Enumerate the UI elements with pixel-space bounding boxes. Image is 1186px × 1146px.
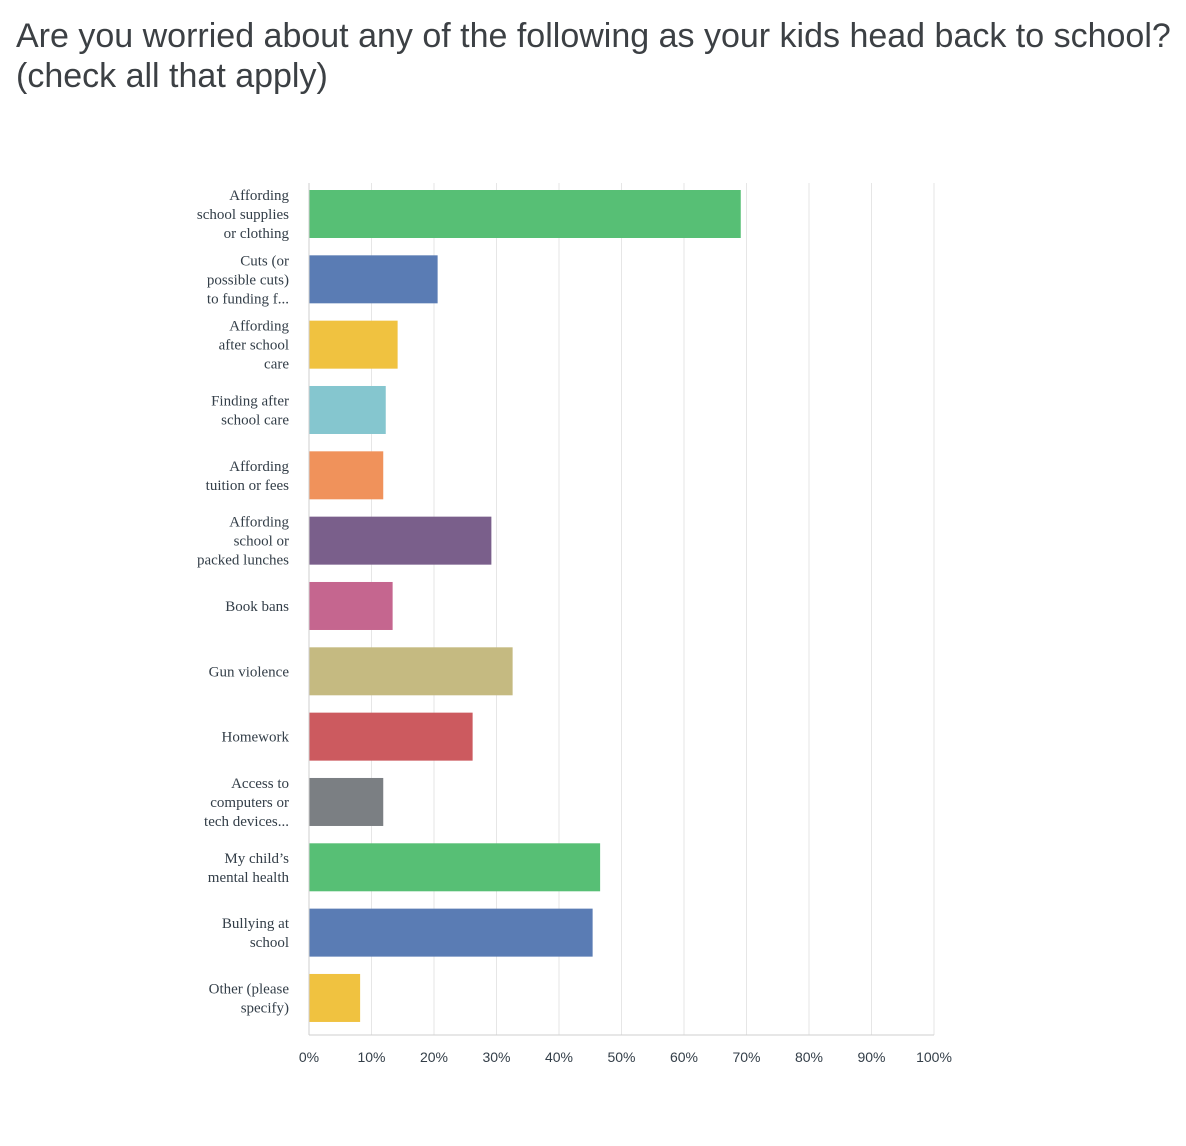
category-label-line: packed lunches	[197, 553, 289, 569]
category-label-line: Affording	[229, 459, 289, 475]
category-label-line: possible cuts)	[207, 272, 289, 288]
category-label-line: computers or	[210, 795, 289, 811]
bar	[309, 190, 741, 238]
category-label-line: Homework	[222, 730, 290, 746]
chart-title-line-2: (check all that apply)	[16, 57, 328, 95]
category-label-line: Affording	[229, 188, 289, 204]
category-label-line: care	[264, 357, 289, 373]
bar	[309, 451, 384, 500]
category-label-line: Affording	[229, 515, 289, 531]
category-label: Homework	[222, 730, 290, 746]
category-label-line: school supplies	[197, 207, 289, 223]
bar	[309, 516, 492, 565]
x-tick-label: 80%	[795, 1049, 823, 1065]
category-label-line: tuition or fees	[206, 478, 289, 494]
x-tick-label: 100%	[916, 1049, 952, 1065]
category-label: Affording school or packed lunches	[197, 515, 290, 569]
bar	[309, 320, 398, 369]
bars	[309, 190, 741, 1022]
x-tick-label: 0%	[299, 1049, 319, 1065]
category-label-line: or clothing	[224, 226, 290, 242]
bar	[309, 647, 513, 696]
x-axis-ticks: 0% 10% 20% 30% 40% 50% 60% 70% 80% 90% 100%	[299, 1049, 952, 1065]
category-label-line: Affording	[229, 319, 289, 335]
bar	[309, 908, 593, 957]
bar	[309, 843, 601, 892]
category-label: Access to computers or tech devices...	[204, 776, 289, 830]
x-tick-label: 60%	[670, 1049, 698, 1065]
category-label: Book bans	[225, 599, 289, 615]
category-label-line: Access to	[231, 776, 289, 792]
x-tick-label: 10%	[357, 1049, 385, 1065]
x-tick-label: 30%	[482, 1049, 510, 1065]
bar	[309, 777, 384, 826]
category-label-line: school care	[221, 412, 289, 428]
bar	[309, 581, 393, 630]
category-label-line: Finding after	[211, 393, 289, 409]
bar	[309, 255, 438, 304]
category-label-line: Cuts (or	[240, 253, 289, 269]
category-label: Finding after school care	[211, 393, 289, 428]
category-label: Cuts (or possible cuts) to funding f...	[207, 253, 289, 307]
category-label-line: specify)	[241, 1000, 289, 1016]
category-labels: Affording school supplies or clothing Cuts …	[197, 188, 290, 1016]
category-label: My child’s mental health	[208, 851, 290, 886]
chart-title: Are you worried about any of the followi…	[16, 16, 1176, 96]
category-label: Affording after school care	[219, 319, 290, 373]
category-label-line: Other (please	[209, 981, 290, 997]
chart-title-line-1: Are you worried about any of the followi…	[16, 17, 1171, 55]
category-label-line: after school	[219, 338, 289, 354]
category-label-line: My child’s	[224, 851, 289, 867]
category-label-line: to funding f...	[207, 291, 289, 307]
category-label: Affording tuition or fees	[206, 459, 290, 494]
x-tick-label: 40%	[545, 1049, 573, 1065]
x-tick-label: 50%	[607, 1049, 635, 1065]
bar	[309, 712, 473, 761]
category-label: Bullying at school	[222, 916, 290, 951]
category-label: Affording school supplies or clothing	[197, 188, 290, 242]
category-label-line: Gun violence	[209, 664, 290, 680]
category-label-line: Bullying at	[222, 916, 290, 932]
x-tick-label: 90%	[857, 1049, 885, 1065]
gridlines	[308, 183, 935, 1036]
category-label-line: school	[250, 935, 289, 951]
bar	[309, 973, 361, 1022]
category-label: Gun violence	[209, 664, 290, 680]
x-tick-label: 70%	[732, 1049, 760, 1065]
bar	[309, 385, 386, 434]
x-tick-label: 20%	[420, 1049, 448, 1065]
category-label-line: school or	[234, 534, 289, 550]
category-label: Other (please specify)	[209, 981, 290, 1016]
category-label-line: tech devices...	[204, 814, 289, 830]
category-label-line: mental health	[208, 870, 290, 886]
category-label-line: Book bans	[225, 599, 289, 615]
